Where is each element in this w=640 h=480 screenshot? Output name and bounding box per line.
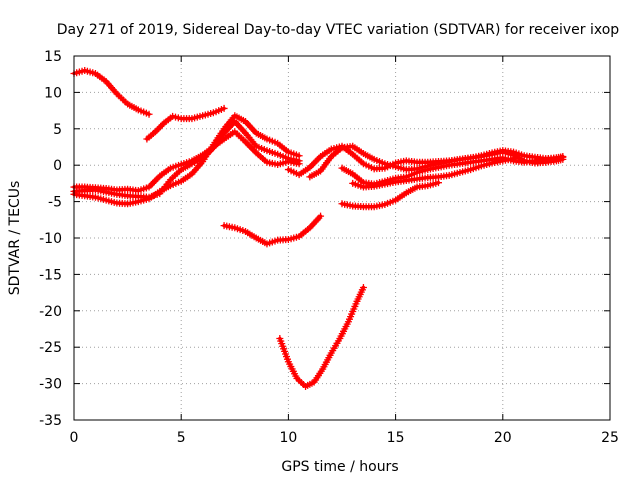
x-tick-label: 10	[279, 430, 297, 446]
y-tick-label: 15	[44, 49, 62, 65]
series-arc-11	[338, 179, 442, 211]
data-point	[359, 284, 367, 292]
y-tick-label: -35	[39, 413, 62, 429]
y-tick-label: -30	[39, 377, 62, 393]
x-tick-label: 20	[494, 430, 512, 446]
series-arc-1	[70, 67, 153, 118]
x-axis-label: GPS time / hours	[281, 459, 398, 475]
y-tick-label: -15	[39, 267, 62, 283]
y-tick-label: -25	[39, 340, 62, 356]
x-tick-label: 0	[70, 430, 79, 446]
data-point	[317, 212, 325, 220]
ticks: 0 5 10 15 20 25 15 10 5 0 -5 -10 -15 -20 -25 -30 -35	[39, 49, 619, 446]
chart-title: Day 271 of 2019, Sidereal Day-to-day VTE…	[57, 22, 620, 38]
data-point	[510, 155, 518, 163]
y-tick-label: -20	[39, 304, 62, 320]
series-arc-12	[349, 155, 518, 191]
series-group	[70, 67, 567, 391]
series-arc-7	[276, 284, 367, 391]
x-tick-label: 15	[387, 430, 405, 446]
data-point	[220, 104, 228, 112]
series-arc-6	[220, 212, 325, 248]
data-point	[145, 110, 153, 118]
series-arc-2	[143, 104, 228, 143]
y-tick-label: 5	[53, 122, 62, 138]
y-axis-label: SDTVAR / TECUs	[7, 181, 23, 296]
data-point	[295, 157, 303, 165]
y-tick-label: 10	[44, 85, 62, 101]
x-tick-label: 5	[177, 430, 186, 446]
data-point	[559, 153, 567, 161]
y-tick-label: -10	[39, 231, 62, 247]
y-tick-label: 0	[53, 158, 62, 174]
y-tick-label: -5	[48, 195, 62, 211]
x-tick-label: 25	[601, 430, 619, 446]
